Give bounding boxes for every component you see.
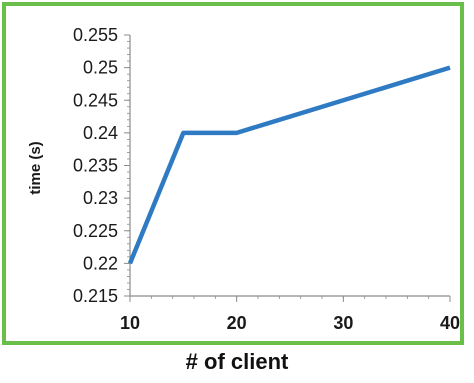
x-tick-label: 30 xyxy=(333,313,353,333)
x-tick-label: 40 xyxy=(440,313,460,333)
x-tick-label: 20 xyxy=(227,313,247,333)
y-tick-label: 0.215 xyxy=(73,286,118,306)
y-tick-label: 0.23 xyxy=(83,188,118,208)
series-line xyxy=(127,65,451,265)
y-tick-label: 0.235 xyxy=(73,156,118,176)
plot-series xyxy=(127,65,451,265)
y-tick-label: 0.225 xyxy=(73,221,118,241)
x-tick-label: 10 xyxy=(120,313,140,333)
x-axis-title: # of client xyxy=(185,349,289,374)
chart-frame xyxy=(2,2,464,345)
x-axis: 10 20 30 40 xyxy=(120,295,460,333)
y-axis: 0.215 0.22 0.225 0.23 0.235 0.24 0.245 0.25 0.25… xyxy=(73,25,131,306)
y-axis-title: time (s) xyxy=(27,141,44,194)
y-tick-label: 0.255 xyxy=(73,25,118,45)
y-tick-label: 0.24 xyxy=(83,123,118,143)
y-tick-label: 0.22 xyxy=(83,253,118,273)
y-tick-label: 0.245 xyxy=(73,90,118,110)
y-tick-label: 0.25 xyxy=(83,58,118,78)
